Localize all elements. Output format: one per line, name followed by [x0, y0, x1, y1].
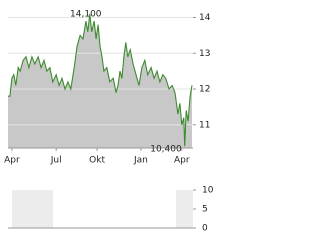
chart: Apr Jul Okt Jan Apr 11 12 13 14 14,100 10,400 0 5 10: [4, 9, 214, 233]
y-tick-label: 12: [199, 85, 210, 95]
area: [8, 13, 193, 149]
page: {"chart_data": [ {"type": "line", "color…: [4, 9, 214, 233]
x-tick-label: Okt: [89, 156, 105, 166]
y-tick-label: 14: [199, 13, 211, 23]
y-tick-label: 10: [202, 186, 214, 196]
price-line: [8, 13, 193, 147]
x-tick-label: Apr: [4, 156, 20, 166]
period-band: [12, 190, 53, 228]
y-tick-label: 13: [199, 49, 210, 59]
y-tick-label: 11: [199, 120, 210, 130]
y-tick-label: 5: [202, 205, 208, 215]
x-tick-label: Apr: [174, 156, 190, 166]
period-band: [176, 190, 193, 228]
annotation: 14,100: [70, 9, 102, 19]
x-tick-label: Jan: [133, 156, 148, 166]
x-tick-label: Jul: [50, 156, 62, 166]
annotation: 10,400: [150, 145, 182, 155]
y-tick-label: 0: [202, 224, 208, 233]
